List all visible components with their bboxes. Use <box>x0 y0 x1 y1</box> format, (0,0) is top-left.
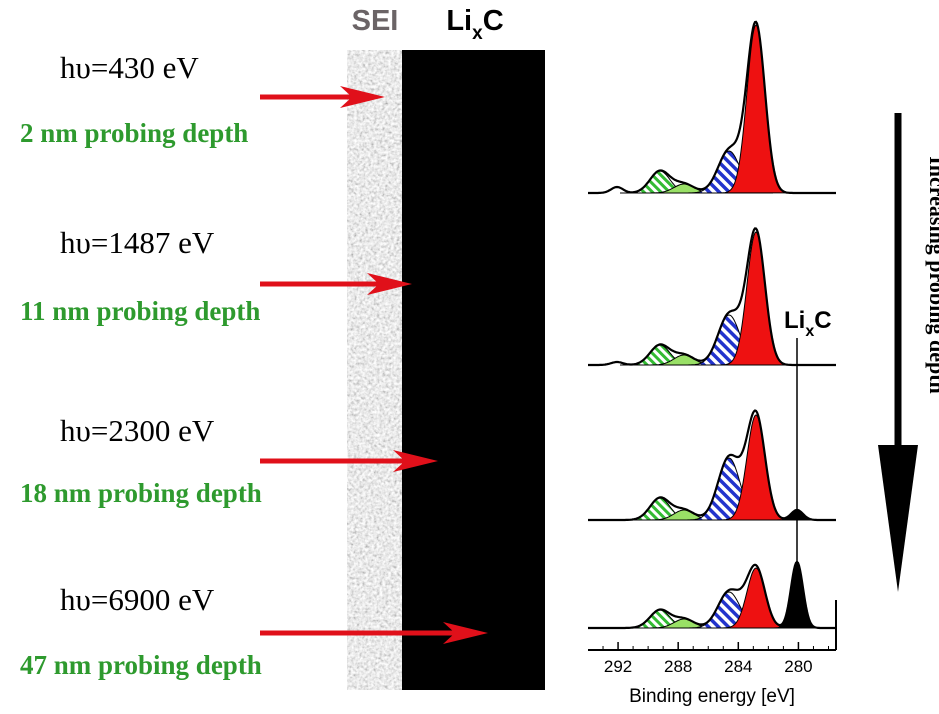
depth-arrow-head <box>878 445 918 592</box>
envelope <box>588 20 836 195</box>
lixc-sub: x <box>472 23 483 44</box>
x-tick-label: 280 <box>784 657 812 676</box>
beam-arrow-head <box>443 622 488 644</box>
beam-arrow-head <box>393 450 438 472</box>
beam-arrow-head <box>340 86 385 108</box>
sei-label: SEI <box>352 5 399 37</box>
lixc-layer <box>402 50 545 690</box>
envelope <box>588 409 836 522</box>
x-tick-label: 288 <box>664 657 692 676</box>
sei-layer <box>347 50 403 690</box>
lixc-main: Li <box>446 5 472 37</box>
lixc-end: C <box>483 5 504 37</box>
probing-depth: 2 nm probing depth <box>20 118 248 148</box>
photon-energy: hυ=430 eV <box>60 50 199 85</box>
probing-depth: 11 nm probing depth <box>20 296 260 326</box>
x-axis-label: Binding energy [eV] <box>629 686 795 707</box>
envelope <box>588 560 836 630</box>
annotation-main: Li <box>784 307 805 334</box>
annotation-sub: x <box>805 323 814 340</box>
side-label: Increasing probing depth <box>925 156 939 394</box>
annotation-end: C <box>814 307 831 334</box>
x-tick-label: 284 <box>724 657 752 676</box>
lixc-annotation: LixC <box>784 307 832 340</box>
probing-depth: 18 nm probing depth <box>20 478 262 508</box>
photon-energy: hυ=1487 eV <box>60 225 215 260</box>
probing-depth: 47 nm probing depth <box>20 650 262 680</box>
beam-arrow-head <box>367 273 412 295</box>
envelope <box>588 227 836 367</box>
photon-energy: hυ=2300 eV <box>60 413 215 448</box>
x-tick-label: 292 <box>604 657 632 676</box>
photon-energy: hυ=6900 eV <box>60 582 215 617</box>
lixc-label: LixC <box>446 5 503 44</box>
